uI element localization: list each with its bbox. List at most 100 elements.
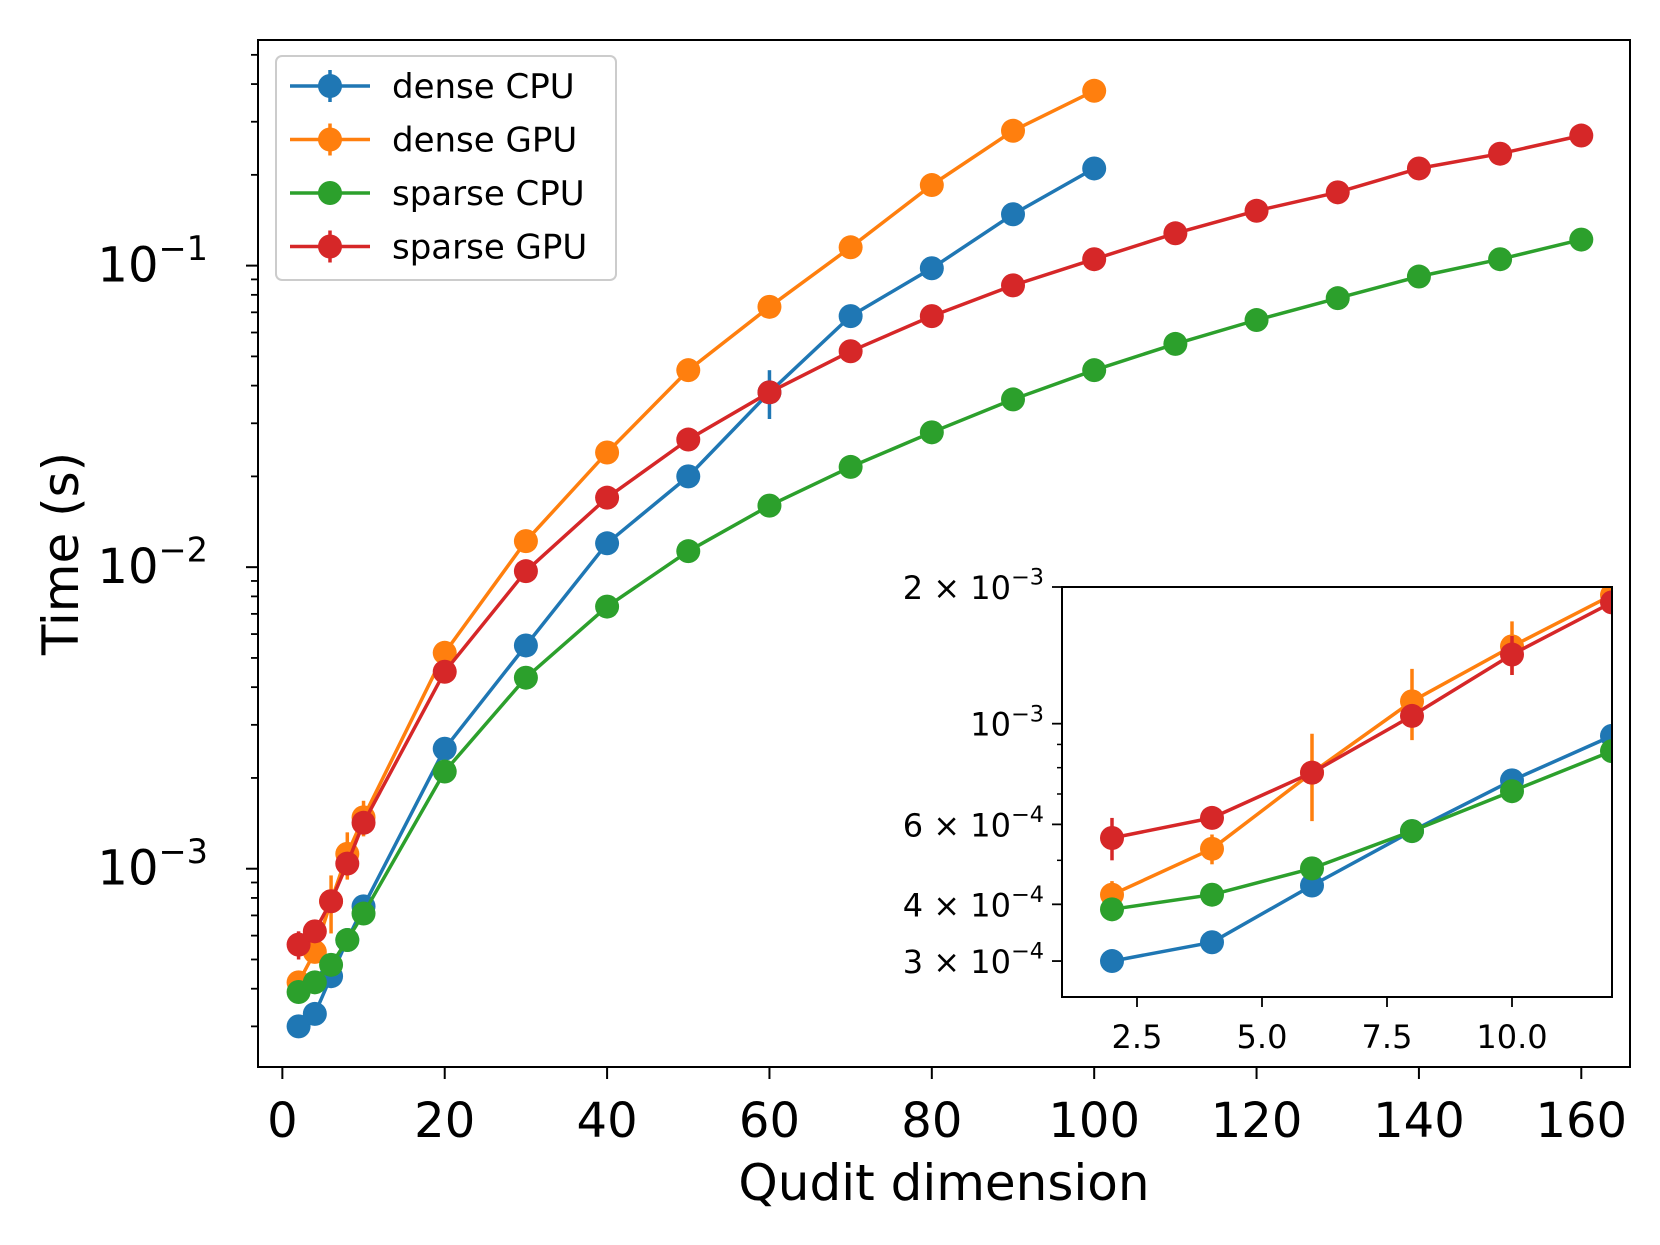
main-point-sparse-gpu <box>1244 198 1269 223</box>
main-x-tick-label: 100 <box>1048 1093 1140 1149</box>
main-point-dense-cpu <box>1001 202 1026 227</box>
legend: dense CPU dense GPU sparse CPU sparse GPU <box>275 55 617 281</box>
main-x-tick-label: 80 <box>901 1093 962 1149</box>
inset-point-sparse-cpu <box>1600 739 1612 764</box>
y-axis-title: Time (s) <box>32 452 90 656</box>
legend-label-dense-gpu: dense GPU <box>392 121 577 161</box>
inset-y-tick-label: 3 × 10−4 <box>903 939 1044 981</box>
inset-x-tick-label: 7.5 <box>1362 1018 1413 1056</box>
inset-plot-frame <box>1061 586 1613 998</box>
main-point-sparse-cpu <box>432 759 457 784</box>
main-point-sparse-cpu <box>757 493 782 518</box>
main-point-dense-gpu <box>919 173 944 198</box>
main-point-sparse-gpu <box>838 339 863 364</box>
main-point-sparse-cpu <box>1163 331 1188 356</box>
main-point-sparse-cpu <box>351 901 376 926</box>
main-point-sparse-gpu <box>1488 141 1513 166</box>
inset-point-dense-gpu <box>1200 836 1224 861</box>
main-point-sparse-gpu <box>1082 247 1107 272</box>
main-point-dense-gpu <box>513 529 538 554</box>
inset-point-sparse-gpu <box>1500 642 1524 667</box>
main-y-tick-label: 10−3 <box>97 832 208 897</box>
main-point-dense-gpu <box>1001 118 1026 143</box>
main-point-sparse-gpu <box>335 851 360 876</box>
main-point-sparse-gpu <box>1325 180 1350 205</box>
inset-point-sparse-cpu <box>1300 856 1324 881</box>
main-point-sparse-gpu <box>513 559 538 584</box>
main-point-sparse-gpu <box>1001 273 1026 298</box>
main-point-sparse-gpu <box>1163 221 1188 246</box>
main-point-sparse-gpu <box>919 304 944 329</box>
inset-point-dense-cpu <box>1100 949 1124 974</box>
main-point-sparse-cpu <box>1082 358 1107 383</box>
main-y-tick-label: 10−2 <box>97 531 208 596</box>
inset-x-tick-label: 5.0 <box>1237 1018 1288 1056</box>
inset-x-tick-label: 10.0 <box>1476 1018 1547 1056</box>
main-series-group <box>286 78 1594 1039</box>
legend-label-dense-cpu: dense CPU <box>392 67 575 107</box>
main-point-sparse-cpu <box>1244 308 1269 333</box>
main-point-sparse-cpu <box>335 928 360 953</box>
main-point-sparse-cpu <box>676 539 701 564</box>
x-axis-title: Qudit dimension <box>738 1154 1149 1212</box>
legend-marker-dense-gpu <box>318 127 342 152</box>
main-point-sparse-gpu <box>676 427 701 452</box>
legend-marker-dense-cpu <box>318 74 342 98</box>
main-point-sparse-cpu <box>1001 387 1026 412</box>
inset-point-sparse-gpu <box>1600 590 1612 615</box>
main-point-sparse-cpu <box>319 952 344 977</box>
main-axes: 10−3 10−2 10−1 0 20 40 60 80 100 120 140 160 Qudit d… <box>32 53 1627 1212</box>
main-y-tick-label: 10−1 <box>97 229 208 294</box>
inset-point-sparse-gpu <box>1200 805 1224 830</box>
legend-frame <box>275 55 617 281</box>
inset-line-dense-cpu <box>1111 734 1612 963</box>
main-point-dense-cpu <box>513 633 538 658</box>
main-point-dense-gpu <box>595 440 620 465</box>
legend-marker-sparse-gpu <box>318 234 342 259</box>
main-plot-frame <box>257 39 1631 1068</box>
main-point-sparse-gpu <box>1406 156 1431 181</box>
main-x-tick-label: 20 <box>414 1093 475 1149</box>
main-x-tick-label: 0 <box>267 1093 298 1149</box>
inset-background <box>1062 587 1612 997</box>
main-point-sparse-cpu <box>1325 286 1350 311</box>
main-point-dense-gpu <box>757 294 782 319</box>
inset-point-sparse-gpu <box>1100 825 1124 850</box>
inset-series-group <box>1100 587 1612 974</box>
inset-point-sparse-cpu <box>1100 897 1124 922</box>
legend-label-sparse-cpu: sparse CPU <box>392 174 585 214</box>
inset-axes: 3 × 10−4 4 × 10−4 6 × 10−4 10−3 2 × 10−3 2.5 5… <box>903 565 1548 1056</box>
main-point-sparse-cpu <box>838 454 863 479</box>
main-point-sparse-gpu <box>432 659 457 684</box>
main-point-sparse-cpu <box>919 420 944 445</box>
main-point-dense-cpu <box>1082 156 1107 181</box>
main-point-sparse-cpu <box>1488 247 1513 272</box>
main-point-sparse-gpu <box>302 919 327 944</box>
main-point-sparse-gpu <box>286 932 311 957</box>
main-point-sparse-gpu <box>319 889 344 914</box>
main-point-dense-gpu <box>838 235 863 260</box>
main-point-sparse-gpu <box>1569 123 1594 148</box>
inset-line-sparse-cpu <box>1111 749 1612 912</box>
main-point-sparse-gpu <box>351 810 376 835</box>
main-x-tick-label: 40 <box>577 1093 638 1149</box>
main-x-tick-label: 120 <box>1211 1093 1303 1149</box>
inset-point-sparse-cpu <box>1200 882 1224 907</box>
inset-x-tick-label: 2.5 <box>1112 1018 1163 1056</box>
inset-y-tick-label: 6 × 10−4 <box>903 802 1044 844</box>
inset-point-sparse-gpu <box>1300 760 1324 785</box>
inset-point-sparse-cpu <box>1400 819 1424 844</box>
main-x-tick-label: 60 <box>739 1093 800 1149</box>
main-point-sparse-gpu <box>595 485 620 510</box>
main-x-tick-label: 140 <box>1373 1093 1465 1149</box>
main-point-dense-cpu <box>838 304 863 329</box>
inset-y-tick-label: 4 × 10−4 <box>903 882 1044 924</box>
inset-point-sparse-cpu <box>1500 779 1524 804</box>
inset-y-tick-label: 10−3 <box>970 701 1044 743</box>
main-point-sparse-gpu <box>757 380 782 405</box>
inset-line-dense-gpu <box>1111 593 1612 897</box>
main-point-dense-cpu <box>302 1001 327 1026</box>
main-point-dense-cpu <box>286 1014 311 1039</box>
main-point-dense-cpu <box>676 464 701 489</box>
